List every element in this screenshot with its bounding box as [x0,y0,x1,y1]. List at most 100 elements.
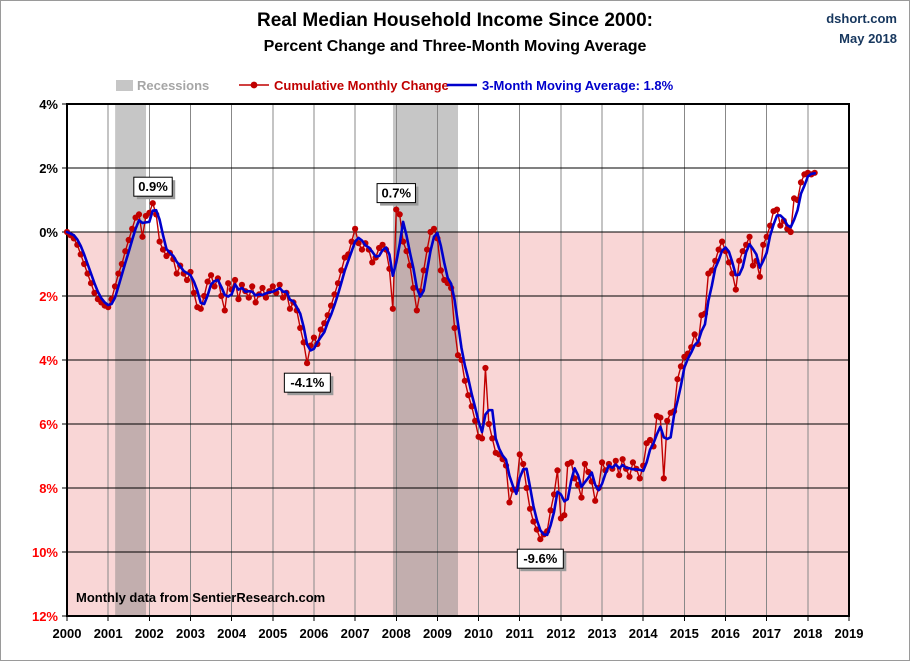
series1-marker [111,283,119,290]
series1-marker [506,499,513,506]
x-tick-label: 2019 [835,626,864,641]
series1-marker [537,536,544,543]
x-tick-label: 2011 [506,626,534,641]
annotation-box [376,183,416,204]
series1-marker [636,475,643,482]
series1-marker [235,296,242,303]
series1-marker [578,494,585,501]
series1-marker [211,283,218,290]
blue-line-swatch-icon [447,83,477,87]
series1-marker [739,248,746,255]
x-tick-label: 2007 [341,626,370,641]
x-tick-label: 2006 [299,626,328,641]
annotation-label: -9.6% [523,551,557,566]
series1-marker [197,305,204,312]
series1-marker [777,222,784,229]
x-tick-label: 2010 [464,626,493,641]
series1-marker [310,334,318,341]
series1-marker [393,206,400,213]
series1-marker [530,518,537,525]
series1-marker [221,307,228,314]
series1-marker [516,451,523,458]
series1-marker [396,211,403,218]
series1-marker [465,392,472,399]
series1-marker [279,294,287,301]
x-tick-label: 2005 [258,626,287,641]
chart-title: Real Median Household Income Since 2000: [257,10,653,31]
series1-marker [581,460,589,468]
series1-marker [91,289,98,296]
series1-marker [183,276,191,284]
series1-marker [249,283,256,290]
series1-marker [787,228,794,236]
series1-marker [135,211,143,218]
series-3-month-moving-average [65,172,817,537]
series1-marker [773,206,781,213]
series1-marker [561,512,568,519]
series1-marker [156,238,163,245]
series1-marker [674,376,681,383]
series1-marker [369,259,376,266]
series1-marker [331,291,338,298]
x-tick-label: 2012 [546,626,575,641]
series1-marker [760,241,767,248]
series1-marker [159,246,167,253]
legend-series2-label: 3-Month Moving Average: 1.8% [482,77,674,93]
x-axis-tick-labels: 2000 2001 2002 2003 2004 2005 2006 2007 2008 2009… [53,626,864,641]
annotation-label: 0.9% [138,179,168,194]
series1-marker [691,331,698,338]
series1-marker [225,280,232,287]
series1-marker [629,459,637,466]
series1-marker [139,233,146,240]
legend-item-moving-average: 3-Month Moving Average: 1.8% [446,77,673,93]
y-tick-label: 10% [32,545,58,560]
series1-marker [763,233,770,240]
source-note: Monthly data from SentierResearch.com [76,590,326,605]
x-tick-label: 2004 [217,626,247,641]
series1-marker [190,289,198,296]
y-tick-label: 12% [32,609,58,624]
x-tick-label: 2014 [629,626,659,641]
x-tick-label: 2017 [752,626,781,641]
series1-marker [598,459,606,466]
series1-marker [286,305,294,312]
x-tick-label: 2018 [793,626,822,641]
series1-marker [317,326,324,333]
series1-marker [276,281,283,288]
legend-item-recessions: Recessions [116,77,209,93]
series1-marker [616,472,623,479]
series1-marker [526,505,534,512]
x-tick-label: 2000 [53,626,82,641]
series1-marker [732,286,739,293]
legend-recessions-label: Recessions [137,77,210,93]
series1-marker [797,179,805,186]
series1-marker [410,284,417,292]
series1-marker [660,475,667,482]
x-tick-label: 2009 [423,626,452,641]
series1-marker [430,225,438,232]
series1-marker [554,467,561,474]
series1-marker [355,240,362,247]
chart-subtitle: Percent Change and Three-Month Moving Av… [263,38,647,55]
series1-marker [746,233,753,240]
series1-marker [252,299,259,306]
series1-marker [231,276,239,284]
series1-marker [592,497,599,504]
series1-marker [489,435,496,442]
series1-marker [482,364,489,372]
brand-block: dshort.com May 2018 [826,9,897,48]
series1-marker [238,281,246,288]
y-tick-label: 2% [39,289,58,304]
series1-marker [262,294,270,301]
y-tick-label: 4% [39,97,58,112]
series1-marker [677,363,685,370]
y-axis-tick-labels: 4% 2% 0% 2% 4% 6% 8% 10% 12% [32,97,58,624]
annotation-box [516,548,564,569]
series1-marker [523,484,530,492]
x-tick-label: 2003 [176,626,205,641]
series1-marker [478,435,486,442]
series1-marker [424,246,431,253]
plot-border [66,103,850,617]
series1-marker [715,246,722,253]
